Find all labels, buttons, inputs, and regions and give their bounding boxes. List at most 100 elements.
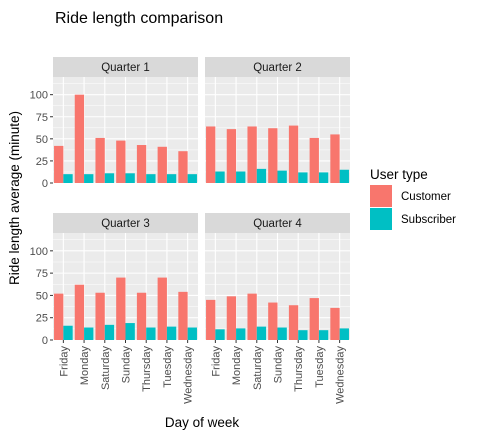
bar-subscriber — [84, 327, 94, 340]
bar-subscriber — [146, 327, 156, 340]
x-tick-label: Saturday — [252, 346, 264, 391]
legend-label-subscriber: Subscriber — [401, 214, 456, 226]
bar-customer — [247, 126, 257, 183]
bar-customer — [330, 134, 340, 183]
bar-customer — [157, 277, 167, 340]
bar-customer — [178, 151, 188, 183]
facet-panel: Quarter 1 — [53, 57, 198, 184]
x-tick-label: Friday — [210, 346, 222, 377]
bar-customer — [226, 129, 237, 183]
bar-subscriber — [166, 326, 177, 340]
bar-subscriber — [187, 174, 197, 183]
bar-subscriber — [277, 327, 287, 340]
bar-customer — [330, 307, 340, 340]
x-tick-label: Sunday — [273, 346, 285, 384]
bar-customer — [136, 145, 147, 183]
x-tick-label: Monday — [79, 346, 91, 386]
bar-subscriber — [125, 173, 135, 183]
bar-customer — [247, 293, 257, 340]
y-tick-label: 75 — [36, 112, 48, 124]
bar-customer — [74, 94, 85, 183]
legend: User type Customer Subscriber — [370, 167, 456, 230]
bar-subscriber — [215, 171, 225, 183]
y-tick-label: 50 — [36, 134, 48, 146]
bar-customer — [206, 299, 216, 340]
y-tick-label: 0 — [42, 178, 48, 190]
legend-key-subscriber — [370, 208, 392, 230]
x-axis-title: Day of week — [165, 415, 240, 430]
facet-strip-label: Quarter 1 — [101, 62, 150, 74]
x-tick-label: Saturday — [100, 346, 112, 391]
bar-customer — [95, 292, 105, 340]
bar-subscriber — [339, 328, 349, 340]
bar-subscriber — [277, 170, 287, 183]
x-axes: Friday Monday Saturday Sunday Thursday Tuesda… — [58, 340, 347, 404]
x-tick-label: Tuesday — [314, 346, 326, 388]
bar-subscriber — [104, 324, 115, 340]
facet-strip — [53, 57, 198, 77]
bar-subscriber — [256, 168, 267, 183]
facet-panel: Quarter 3 — [53, 213, 198, 341]
x-tick-label: Sunday — [121, 346, 133, 384]
y-axis-title: Ride length average (minute) — [7, 111, 22, 285]
facet-strip-label: Quarter 2 — [253, 62, 302, 74]
bar-customer — [54, 145, 64, 183]
bar-subscriber — [298, 330, 308, 340]
facet-panel: Quarter 4 — [205, 213, 350, 341]
bar-subscriber — [318, 172, 329, 183]
bar-customer — [178, 291, 188, 340]
bar-subscriber — [236, 171, 246, 183]
x-tick-label: Friday — [58, 346, 70, 377]
bar-customer — [74, 284, 85, 340]
x-tick-label: Tuesday — [162, 346, 174, 388]
bar-customer — [288, 305, 299, 340]
bar-subscriber — [63, 325, 73, 340]
legend-label-customer: Customer — [401, 191, 451, 203]
y-tick-label: 75 — [36, 268, 48, 280]
bar-subscriber — [125, 323, 135, 340]
x-tick-label: Wednesday — [335, 346, 347, 404]
bar-subscriber — [318, 330, 329, 340]
bar-customer — [309, 137, 319, 183]
y-tick-label: 25 — [36, 156, 48, 168]
bar-customer — [309, 298, 319, 340]
bar-customer — [116, 277, 126, 340]
bar-customer — [136, 292, 147, 340]
y-tick-label: 50 — [36, 290, 48, 302]
bar-subscriber — [166, 174, 177, 183]
bar-customer — [268, 302, 278, 340]
bar-subscriber — [84, 174, 94, 183]
x-tick-label: Thursday — [141, 346, 153, 392]
bar-customer — [268, 128, 278, 183]
bar-subscriber — [187, 327, 197, 340]
chart-title: Ride length comparison — [55, 10, 223, 27]
facet-strip — [205, 213, 350, 233]
y-tick-label: 0 — [42, 335, 48, 347]
bar-customer — [157, 146, 167, 183]
x-tick-label: Monday — [231, 346, 243, 386]
legend-title: User type — [370, 167, 428, 182]
bar-customer — [54, 293, 64, 340]
facet-strip — [205, 57, 350, 77]
legend-key-customer — [370, 185, 392, 207]
bar-subscriber — [104, 173, 115, 183]
x-tick-label: Thursday — [293, 346, 305, 392]
y-tick-label: 100 — [30, 246, 48, 258]
y-tick-label: 100 — [30, 90, 48, 102]
bar-subscriber — [63, 174, 73, 183]
bar-subscriber — [215, 329, 225, 340]
facet-strip — [53, 213, 198, 233]
bar-subscriber — [339, 169, 349, 183]
bar-customer — [226, 296, 237, 340]
bar-subscriber — [146, 174, 156, 183]
x-tick-label: Wednesday — [183, 346, 195, 404]
bar-customer — [116, 140, 126, 183]
bar-subscriber — [256, 326, 267, 340]
y-tick-label: 25 — [36, 313, 48, 325]
facet-panel: Quarter 2 — [205, 57, 350, 184]
bar-subscriber — [236, 328, 246, 340]
bar-customer — [95, 137, 105, 183]
facet-strip-label: Quarter 3 — [101, 218, 150, 230]
facet-panels: Quarter 1 Quarter 2 Quarter 3 Quarter 4 — [53, 57, 350, 341]
